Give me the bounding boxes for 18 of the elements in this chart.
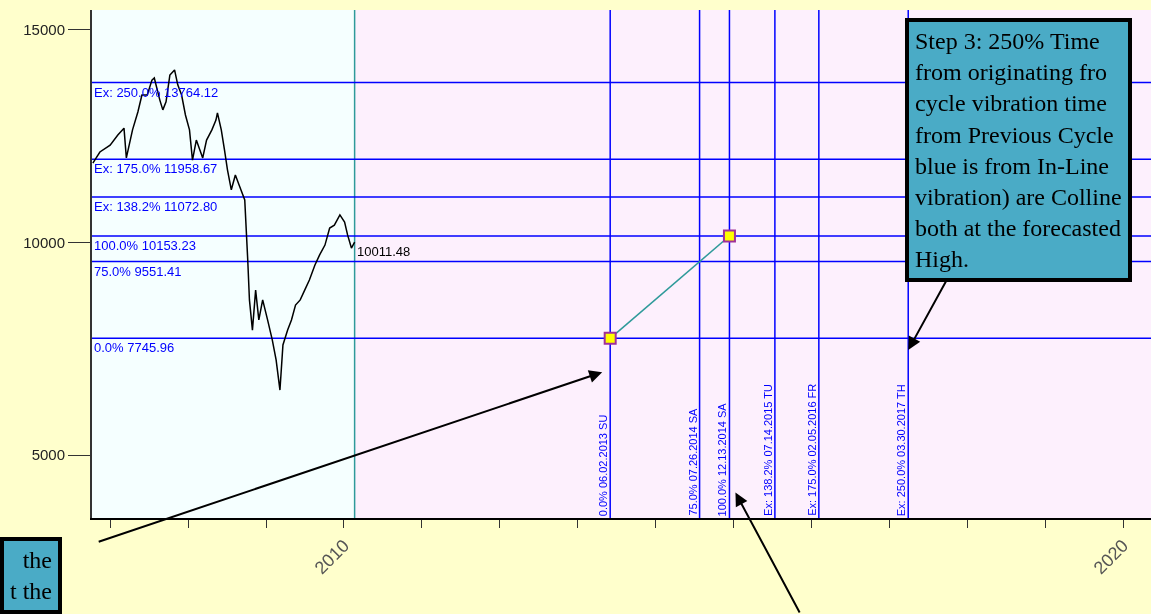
ref-line-label: Ex: 138.2% 07.14.2015 TU — [761, 383, 774, 516]
text: the t the — [10, 547, 52, 605]
annotation: 10011.48 — [357, 244, 411, 259]
annotation: Step 3: 250% Time from originating fro cycle vibration time from Previous Cycle blue is from In-Line vibration) are Colline both at the forecasted High. — [915, 28, 1122, 273]
ref-line-label: Ex: 250.0% 03.30.2017 TH — [895, 384, 908, 517]
ref-line-label: 100.0% 10153.23 — [94, 238, 196, 253]
ref-line-label: 100.0% 12.13.2014 SA — [716, 402, 729, 517]
y-tick-label: 10000 — [23, 233, 65, 251]
y-tick-label: 15000 — [23, 21, 65, 39]
ref-line-label: 75.0% 9551.41 — [94, 264, 182, 279]
line-series — [92, 69, 356, 391]
ref-line-label: 75.0% 07.26.2014 SA — [686, 407, 699, 516]
y-tick-label: 5000 — [31, 446, 65, 464]
ref-line-label: 0.0% 7745.96 — [94, 340, 175, 355]
ref-line-label: Ex: 175.0% 02.05.2016 FR — [805, 383, 818, 516]
ref-line-label: Ex: 175.0% 11958.67 — [94, 161, 218, 176]
ref-line-label: Ex: 138.2% 11072.80 — [94, 199, 218, 214]
ref-line-label: 0.0% 06.02.2013 SU — [597, 414, 610, 517]
